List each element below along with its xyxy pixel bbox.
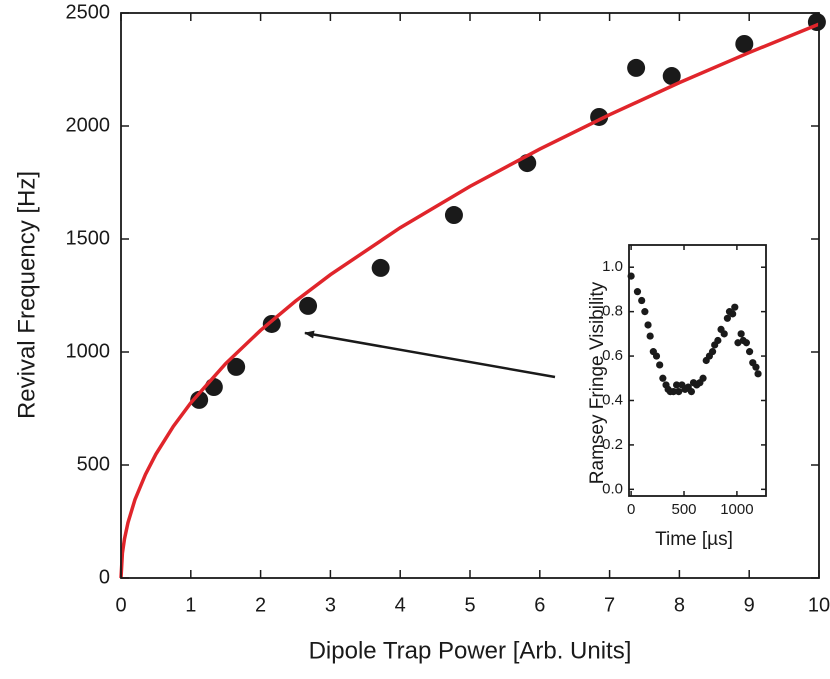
data-point bbox=[444, 206, 463, 225]
data-point bbox=[723, 314, 731, 322]
y-tick-label: 0.8 bbox=[602, 303, 623, 320]
data-point bbox=[204, 378, 223, 397]
annotation-arrow bbox=[304, 330, 556, 379]
fit-line bbox=[119, 22, 820, 579]
data-point bbox=[644, 321, 652, 329]
data-point bbox=[673, 381, 681, 389]
data-point bbox=[708, 348, 717, 356]
y-tick-label: 2000 bbox=[66, 114, 111, 136]
y-tick-label: 500 bbox=[77, 453, 110, 475]
x-tick-label: 6 bbox=[534, 594, 545, 616]
x-tick-label: 3 bbox=[325, 594, 336, 616]
data-point bbox=[669, 388, 678, 396]
data-point bbox=[656, 361, 664, 369]
x-tick-label: 500 bbox=[671, 501, 696, 518]
x-axis-label: Dipole Trap Power [Arb. Units] bbox=[309, 637, 632, 664]
plot-frame bbox=[120, 12, 820, 579]
data-point bbox=[652, 352, 661, 360]
data-point bbox=[638, 296, 646, 305]
data-point bbox=[737, 330, 745, 338]
y-tick-label: 1.0 bbox=[602, 258, 623, 275]
x-tick-label: 1000 bbox=[720, 501, 753, 518]
x-tick-label: 10 bbox=[808, 594, 830, 616]
data-point bbox=[659, 374, 667, 382]
y-tick-label: 1500 bbox=[66, 227, 111, 249]
y-tick-label: 0.4 bbox=[602, 391, 623, 408]
y-axis-label: Ramsey Fringe Visibility bbox=[587, 281, 608, 484]
data-point bbox=[190, 390, 209, 409]
data-point bbox=[227, 357, 246, 376]
data-point bbox=[687, 388, 696, 396]
data-point bbox=[735, 34, 754, 53]
data-point bbox=[754, 370, 762, 378]
x-tick-label: 0 bbox=[627, 501, 635, 518]
data-point bbox=[633, 288, 642, 296]
data-point bbox=[714, 336, 722, 345]
data-point bbox=[641, 308, 649, 316]
y-tick-label: 0.0 bbox=[602, 480, 623, 497]
data-point bbox=[646, 332, 654, 340]
x-tick-label: 8 bbox=[674, 594, 685, 616]
data-point bbox=[729, 310, 737, 318]
y-axis-label: Revival Frequency [Hz] bbox=[13, 171, 40, 419]
data-point bbox=[627, 58, 646, 77]
x-tick-label: 5 bbox=[464, 594, 475, 616]
y-tick-label: 0 bbox=[99, 566, 110, 588]
data-point bbox=[662, 67, 681, 86]
data-point bbox=[299, 296, 318, 315]
y-tick-label: 2500 bbox=[66, 1, 111, 23]
data-point bbox=[720, 330, 728, 338]
x-tick-label: 7 bbox=[604, 594, 615, 616]
x-tick-label: 1 bbox=[185, 594, 196, 616]
data-point bbox=[675, 388, 683, 396]
x-tick-label: 9 bbox=[744, 594, 755, 616]
plot-frame bbox=[628, 244, 767, 497]
data-point bbox=[699, 374, 707, 382]
plot-area bbox=[629, 245, 766, 496]
y-tick-label: 0.2 bbox=[602, 436, 623, 453]
x-tick-label: 2 bbox=[255, 594, 266, 616]
x-tick-label: 4 bbox=[395, 594, 406, 616]
x-tick-label: 0 bbox=[115, 594, 126, 616]
y-tick-label: 1000 bbox=[66, 340, 111, 362]
data-point bbox=[371, 258, 390, 277]
y-tick-label: 0.6 bbox=[602, 347, 623, 364]
x-axis-label: Time [µs] bbox=[655, 529, 733, 550]
data-point bbox=[731, 303, 739, 311]
data-point bbox=[752, 363, 760, 371]
data-point bbox=[746, 348, 754, 356]
data-point bbox=[742, 339, 751, 347]
